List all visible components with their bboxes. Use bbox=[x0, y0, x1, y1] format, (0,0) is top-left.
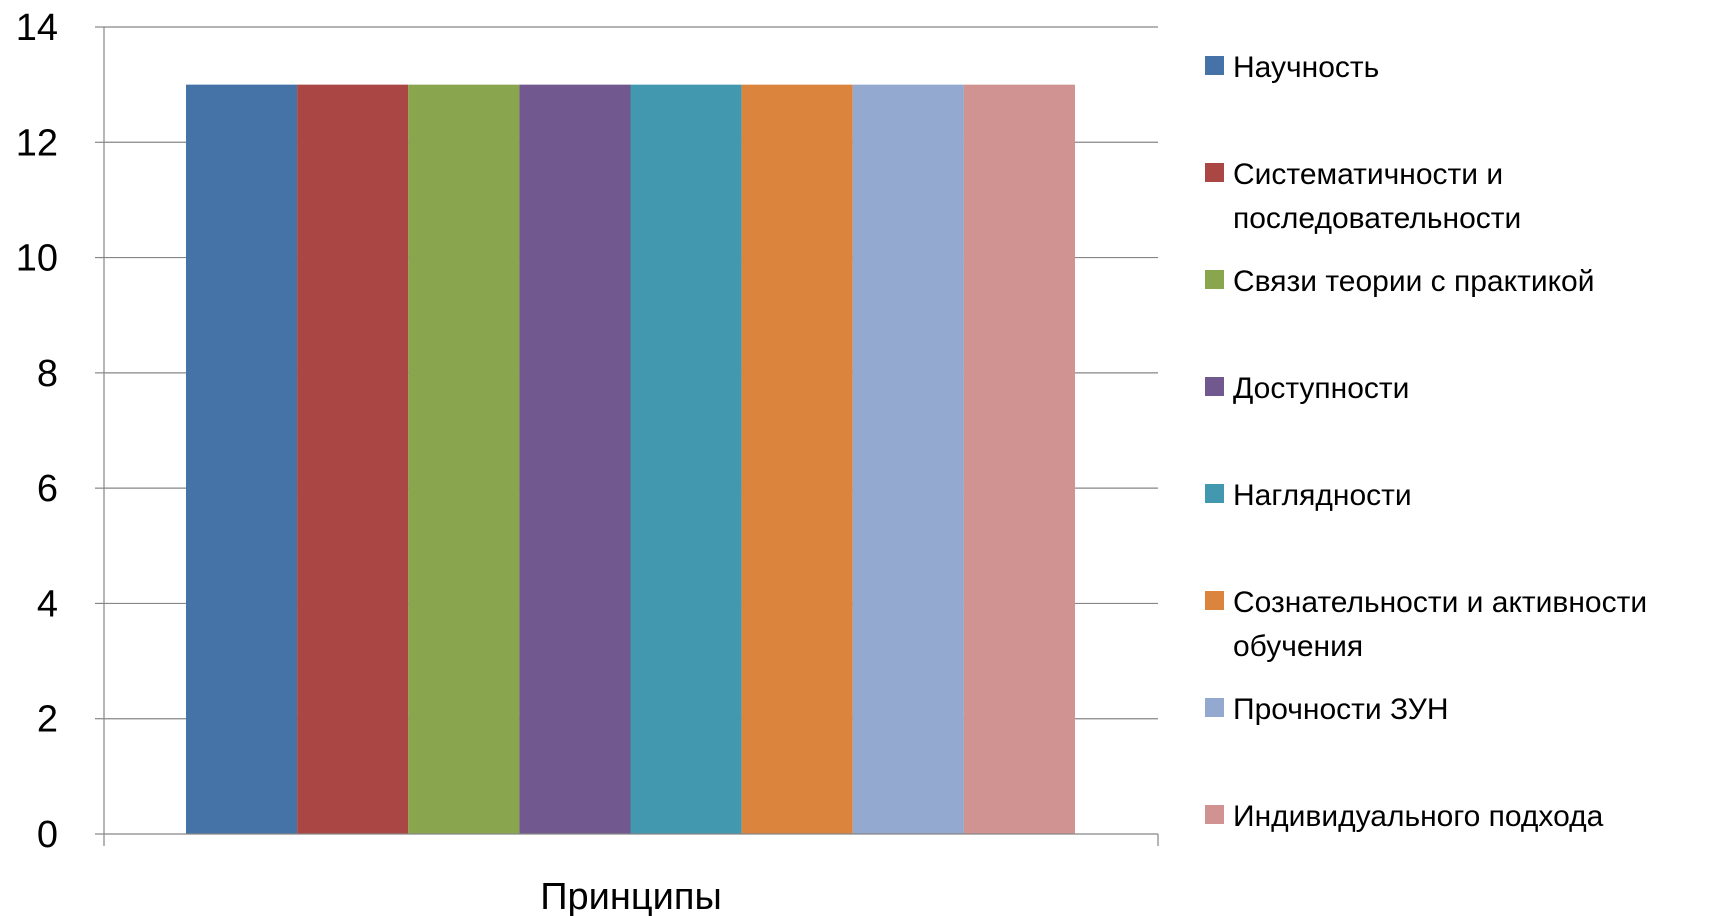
legend-label: Наглядности bbox=[1233, 479, 1412, 512]
bar-6 bbox=[741, 84, 853, 834]
axes bbox=[103, 27, 1159, 846]
legend-swatch bbox=[1205, 698, 1224, 717]
legend-item-1: Научность bbox=[1205, 51, 1379, 84]
y-tick-label: 10 bbox=[16, 238, 58, 280]
legend-item-4: Доступности bbox=[1205, 372, 1409, 405]
legend-label: Прочности ЗУН bbox=[1233, 693, 1449, 726]
x-category-label: Принципы bbox=[540, 876, 722, 916]
bars bbox=[186, 84, 1075, 834]
legend-swatch bbox=[1205, 377, 1224, 396]
legend-swatch bbox=[1205, 163, 1224, 182]
y-axis-ticks: 0 2 4 6 8 10 12 14 bbox=[16, 7, 104, 856]
legend-swatch bbox=[1205, 270, 1224, 289]
legend-label: Доступности bbox=[1233, 372, 1409, 405]
y-tick-label: 4 bbox=[37, 583, 58, 625]
legend-swatch bbox=[1205, 484, 1224, 503]
y-tick-label: 8 bbox=[37, 353, 58, 395]
y-tick-label: 2 bbox=[37, 699, 58, 741]
legend-item-8: Индивидуального подхода bbox=[1205, 800, 1604, 833]
legend-label: Систематичности и последовательности bbox=[1233, 158, 1521, 235]
legend-item-5: Наглядности bbox=[1205, 479, 1412, 512]
legend-label: Научность bbox=[1233, 51, 1379, 84]
bar-4 bbox=[519, 84, 631, 834]
legend-item-3: Связи теории с практикой bbox=[1205, 265, 1594, 298]
y-tick-label: 0 bbox=[37, 814, 58, 856]
legend-label: Связи теории с практикой bbox=[1233, 265, 1594, 298]
bar-1 bbox=[186, 84, 298, 834]
legend-swatch bbox=[1205, 805, 1224, 824]
legend-item-6: Сознательности и активности обучения bbox=[1205, 586, 1647, 663]
legend-swatch bbox=[1205, 591, 1224, 610]
y-tick-label: 6 bbox=[37, 468, 58, 510]
bar-5 bbox=[630, 84, 742, 834]
legend-swatch bbox=[1205, 56, 1224, 75]
bar-8 bbox=[963, 84, 1075, 834]
legend: Научность Систематичности и последовательн… bbox=[1205, 51, 1647, 833]
bar-2 bbox=[297, 84, 409, 834]
y-tick-label: 12 bbox=[16, 122, 58, 164]
bar-3 bbox=[408, 84, 520, 834]
legend-label: Сознательности и активности обучения bbox=[1233, 586, 1647, 663]
legend-item-2: Систематичности и последовательности bbox=[1205, 158, 1521, 235]
legend-label: Индивидуального подхода bbox=[1233, 800, 1604, 833]
bar-7 bbox=[852, 84, 964, 834]
legend-item-7: Прочности ЗУН bbox=[1205, 693, 1449, 726]
x-axis-categories: Принципы bbox=[540, 876, 722, 916]
y-tick-label: 14 bbox=[16, 7, 58, 49]
